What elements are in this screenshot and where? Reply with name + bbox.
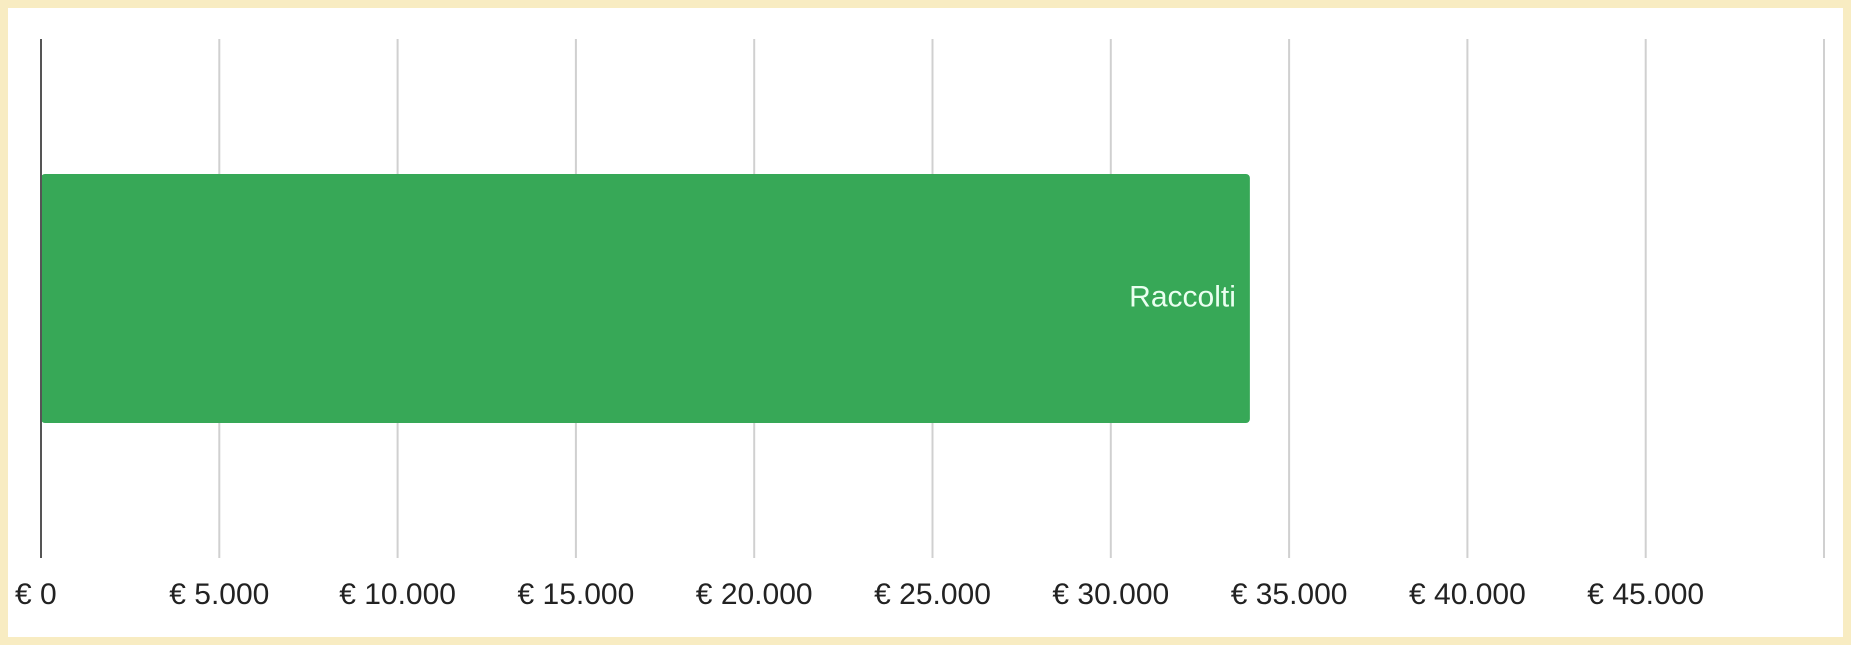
- x-tick-label: € 35.000: [1231, 578, 1348, 611]
- bar-label: Raccolti: [1129, 280, 1236, 313]
- chart: € 0 € 5.000 € 10.000 € 15.000 € 20.000 € 25.0…: [8, 8, 1843, 637]
- x-tick-label: € 15.000: [518, 578, 635, 611]
- x-tick-label: € 0: [15, 578, 57, 611]
- x-tick-label: € 45.000: [1587, 578, 1704, 611]
- x-tick-label: € 40.000: [1409, 578, 1526, 611]
- x-tick-label: € 10.000: [339, 578, 456, 611]
- x-tick-label: € 25.000: [874, 578, 991, 611]
- x-tick-label: € 30.000: [1052, 578, 1169, 611]
- x-tick-label: € 5.000: [169, 578, 269, 611]
- bar: [41, 173, 1250, 424]
- x-tick-label: € 20.000: [696, 578, 813, 611]
